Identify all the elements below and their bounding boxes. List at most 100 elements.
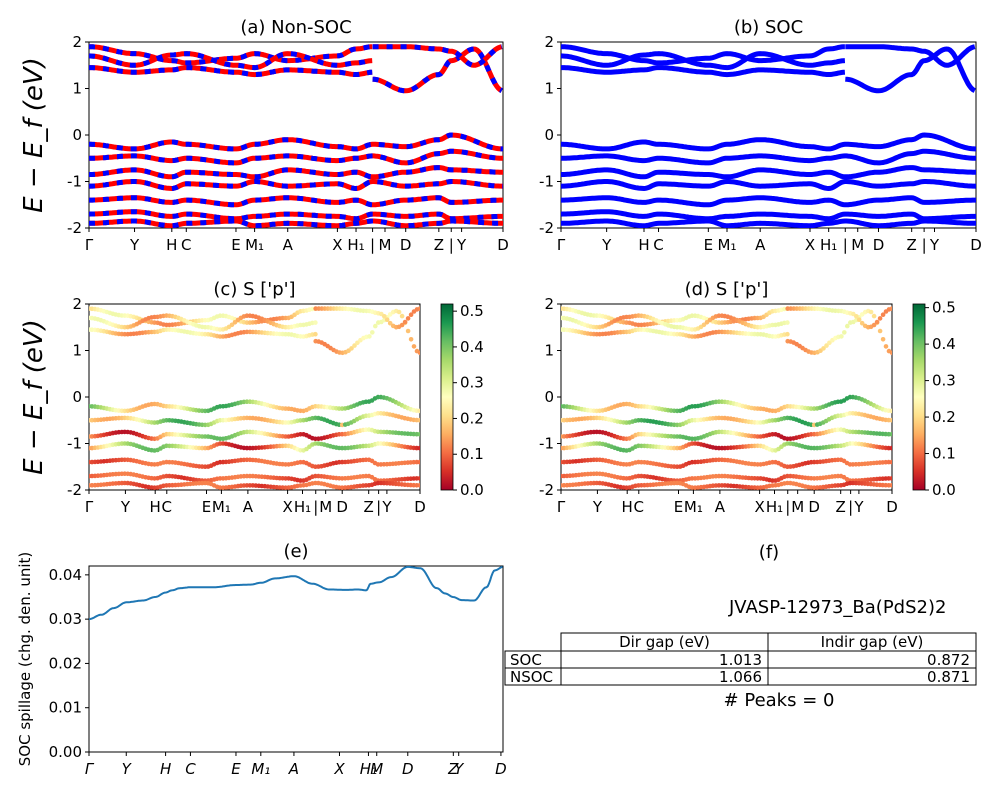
xtick-label-b: Z — [907, 236, 917, 254]
band-soc-2 — [561, 65, 846, 78]
ytick-label-b: -2 — [539, 219, 554, 237]
proj-point-c — [387, 320, 393, 326]
xtick-label-c: Z — [364, 498, 374, 516]
xtick-label-e: E — [231, 760, 241, 778]
band-up-9 — [89, 195, 503, 208]
colorbar-label-c: 0.1 — [460, 445, 484, 463]
plot-area-d — [561, 306, 892, 490]
panel-title-e: (e) — [283, 541, 308, 562]
xtick-label-d: M₁ — [684, 498, 703, 516]
proj-point-d — [871, 322, 877, 328]
xtick-label-c: D — [414, 498, 426, 516]
ytick-label-a: 1 — [72, 80, 82, 98]
table-cell: 0.872 — [927, 651, 970, 669]
xtick-label-e: A — [288, 760, 299, 778]
table-row — [504, 667, 977, 686]
band-up-5 — [89, 132, 503, 152]
ytick-label-d: -2 — [539, 481, 554, 499]
panel-title-c: (c) S ['p'] — [213, 279, 295, 300]
ytick-label-b: 2 — [544, 33, 554, 51]
ytick-label-d: 1 — [544, 342, 554, 360]
spillage-line — [89, 566, 503, 621]
proj-point-d — [883, 344, 889, 349]
band-soc-8 — [561, 179, 976, 192]
proj-point-c — [417, 350, 420, 356]
ytick-label-b: 1 — [544, 80, 554, 98]
axes-frame-e — [88, 565, 504, 753]
table-cell: 1.066 — [719, 668, 762, 686]
proj-point-d — [877, 316, 883, 321]
proj-point-d — [880, 337, 886, 342]
panel-e: (e)0.000.010.020.030.04Γ Y H C E M₁ A X H₁M D ZY D — [49, 541, 507, 778]
xtick-label-b: Y — [929, 236, 940, 254]
xtick-label-d: H₁ — [766, 498, 783, 516]
proj-point-c — [411, 344, 417, 349]
proj-point-c — [352, 343, 357, 348]
band-soc-7 — [561, 165, 976, 180]
xtick-label-d: D — [808, 498, 820, 516]
plot-area-a — [89, 44, 503, 228]
ytick-label-c: 1 — [72, 342, 82, 360]
band-dn-7 — [89, 165, 503, 180]
band-soc-10 — [561, 209, 976, 222]
proj-point-d — [889, 476, 892, 481]
xtick-label-e: C — [185, 760, 196, 778]
xtick-label-b: H₁ — [820, 236, 837, 254]
proj-point-c — [349, 346, 354, 351]
xtick-label-e: H₁ — [360, 760, 377, 778]
xtick-label-a: Y — [129, 236, 140, 254]
xtick-label-c: Y — [381, 498, 392, 516]
band-soc-3 — [845, 46, 976, 94]
proj-point-d — [889, 408, 892, 414]
colorbar-label-c: 0.3 — [460, 374, 484, 392]
table-cell: 1.013 — [719, 651, 762, 669]
colorbar-bar-c — [440, 303, 454, 491]
colorbar-label-d: 0.3 — [932, 372, 956, 390]
xtick-label-d: E — [674, 498, 683, 516]
xtick-label-c: C — [162, 498, 172, 516]
xtick-label-b: X — [805, 236, 815, 254]
band-soc-1 — [561, 51, 846, 71]
ylabel-band-top: E − E_f (eV) — [19, 57, 49, 213]
colorbar-bar-d — [912, 303, 926, 491]
table-row-label: NSOC — [510, 668, 553, 686]
xtick-label-b: | — [922, 236, 927, 254]
table-subtitle: JVASP-12973_Ba(PdS2)2 — [728, 597, 946, 618]
proj-point-d — [871, 313, 877, 319]
xtick-label-b: D — [873, 236, 885, 254]
colorbar-label-d: 0.0 — [932, 481, 956, 499]
xtick-label-a: A — [283, 236, 294, 254]
proj-point-c — [417, 483, 420, 488]
xtick-label-d: Y — [853, 498, 864, 516]
proj-point-c — [367, 334, 372, 339]
ytick-label-a: -2 — [67, 219, 82, 237]
band-soc-0 — [561, 44, 845, 66]
ytick-label-d: 0 — [544, 388, 554, 406]
proj-point-d — [874, 319, 880, 325]
colorbar-c: 0.0 0.1 0.2 0.3 0.4 0.5 — [440, 302, 484, 499]
xtick-label-c: X — [282, 498, 292, 516]
xtick-label-c: | — [376, 498, 381, 516]
proj-point-d — [842, 330, 847, 335]
xtick-label-c: A — [243, 498, 254, 516]
xtick-label-b: E — [704, 236, 713, 254]
proj-point-d — [889, 350, 892, 356]
band-dn-4 — [372, 44, 503, 68]
xtick-label-c: M₁ — [212, 498, 231, 516]
xtick-label-e: Y — [122, 760, 133, 778]
xtick-label-b: Γ — [557, 236, 566, 254]
ytick-label-a: 0 — [72, 126, 82, 144]
band-dn-0 — [89, 44, 373, 66]
xtick-label-b: M₁ — [718, 236, 737, 254]
colorbar-label-c: 0.4 — [460, 338, 484, 356]
proj-point-c — [417, 408, 420, 414]
xtick-label-a: C — [181, 236, 191, 254]
proj-point-d — [821, 346, 826, 351]
proj-point-c — [405, 316, 411, 321]
proj-point-c — [313, 331, 318, 337]
proj-point-c — [382, 314, 387, 319]
xtick-label-b: M — [851, 236, 864, 254]
ylabel-spillage: SOC spillage (chg. den. unit) — [16, 552, 34, 767]
